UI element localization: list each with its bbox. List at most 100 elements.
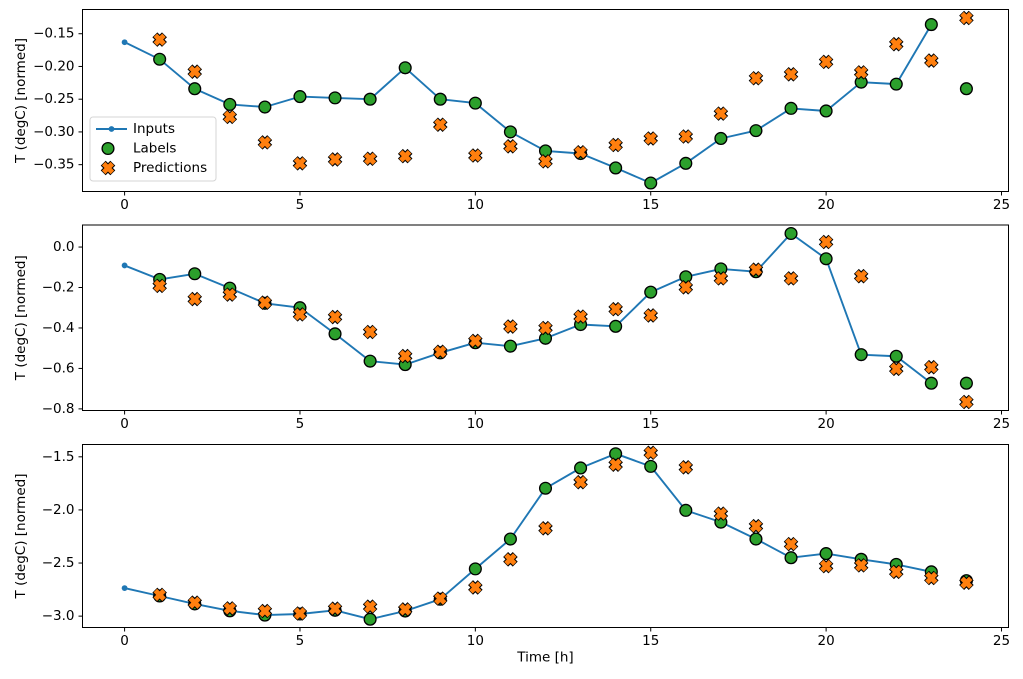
- prediction-marker: [853, 268, 869, 284]
- label-marker: [679, 503, 693, 517]
- prediction-marker: [924, 570, 939, 586]
- y-tick-label: −0.4: [42, 320, 75, 336]
- legend: Inputs Labels Predictions: [89, 116, 217, 182]
- x-tick-label: 10: [467, 197, 484, 213]
- label-marker: [784, 226, 798, 241]
- prediction-marker: [327, 309, 343, 325]
- label-marker: [924, 18, 938, 32]
- prediction-marker: [187, 64, 203, 79]
- x-tick-label: 10: [467, 633, 484, 649]
- x-marker-fill: [539, 522, 552, 535]
- x-marker-fill: [890, 362, 903, 375]
- prediction-marker: [292, 606, 308, 621]
- prediction-marker: [362, 151, 378, 167]
- prediction-marker: [959, 10, 974, 26]
- label-marker: [188, 267, 202, 281]
- y-axis-label: T (degC) [normed]: [13, 474, 29, 600]
- x-tick-label: 25: [993, 633, 1010, 649]
- x-marker-fill: [749, 263, 763, 276]
- prediction-marker: [959, 394, 974, 410]
- plot-area: [82, 225, 1009, 411]
- legend-item-label: Labels: [133, 141, 176, 157]
- prediction-marker: [222, 601, 238, 616]
- x-marker-fill: [714, 107, 727, 120]
- prediction-marker: [257, 295, 273, 310]
- x-marker-fill: [188, 596, 201, 609]
- prediction-marker: [292, 156, 308, 171]
- x-marker-fill: [293, 607, 307, 620]
- prediction-marker: [888, 36, 904, 52]
- prediction-marker: [748, 70, 764, 86]
- y-tick-label: −1.5: [42, 449, 75, 465]
- label-marker: [468, 562, 482, 576]
- x-marker-fill: [223, 288, 236, 301]
- prediction-marker: [608, 137, 623, 153]
- x-tick-label: 25: [993, 197, 1010, 213]
- x-marker-fill: [609, 138, 622, 152]
- x-marker-fill: [293, 308, 307, 321]
- prediction-marker: [608, 457, 623, 472]
- prediction-marker: [327, 152, 343, 167]
- prediction-marker: [152, 278, 167, 294]
- prediction-marker: [397, 348, 413, 364]
- x-marker-fill: [574, 310, 587, 323]
- label-marker: [293, 90, 307, 104]
- label-marker: [854, 348, 868, 362]
- x-marker-fill: [223, 110, 236, 123]
- y-tick-label: −2.5: [42, 555, 75, 571]
- x-marker-fill: [925, 54, 938, 67]
- x-marker-fill: [539, 321, 552, 335]
- y-tick-label: −0.30: [33, 124, 74, 140]
- x-marker-fill: [223, 602, 236, 615]
- axes-spines: [82, 224, 1009, 411]
- x-marker-fill: [364, 152, 377, 165]
- x-marker-fill: [644, 446, 657, 459]
- label-marker: [889, 349, 903, 363]
- prediction-marker: [503, 139, 518, 154]
- prediction-marker: [257, 603, 273, 619]
- label-marker: [503, 532, 517, 546]
- label-marker: [538, 144, 553, 158]
- prediction-marker: [748, 262, 764, 277]
- y-axis-label: T (degC) [normed]: [13, 255, 29, 381]
- label-marker: [819, 104, 833, 118]
- prediction-marker: [643, 308, 659, 323]
- x-marker-fill: [784, 68, 798, 81]
- x-marker-fill: [293, 157, 307, 170]
- prediction-marker: [187, 291, 203, 307]
- label-marker: [959, 82, 973, 96]
- x-marker-fill: [679, 461, 692, 474]
- y-axis-label: T (degC) [normed]: [13, 38, 29, 164]
- label-marker: [363, 92, 377, 106]
- x-tick-label: 15: [642, 416, 659, 432]
- x-marker-fill: [504, 140, 517, 153]
- x-marker-fill: [820, 55, 833, 68]
- x-tick-label: 10: [467, 416, 484, 432]
- prediction-marker: [959, 575, 974, 590]
- x-marker-fill: [399, 150, 412, 163]
- prediction-marker: [573, 309, 588, 324]
- label-marker: [644, 285, 658, 299]
- x-marker-fill: [258, 136, 271, 149]
- prediction-marker: [257, 135, 273, 150]
- x-marker-fill: [890, 38, 903, 51]
- label-marker: [328, 327, 342, 341]
- x-marker-fill: [469, 581, 482, 594]
- axes-spines: [82, 9, 1009, 192]
- x-marker-fill: [749, 72, 763, 85]
- x-axis-label: Time [h]: [516, 650, 573, 666]
- x-marker-fill: [434, 345, 447, 358]
- x-marker-fill: [644, 309, 657, 322]
- x-marker-fill: [504, 320, 517, 333]
- label-marker: [574, 461, 588, 475]
- prediction-marker: [748, 518, 764, 534]
- x-marker-fill: [784, 538, 798, 551]
- x-tick-label: 25: [993, 416, 1010, 432]
- prediction-marker: [468, 333, 483, 349]
- x-marker-fill: [188, 65, 201, 78]
- y-tick-label: −0.20: [33, 58, 74, 74]
- x-tick-label: 5: [296, 197, 305, 213]
- prediction-marker: [888, 361, 904, 377]
- y-tick-label: −2.0: [42, 502, 75, 518]
